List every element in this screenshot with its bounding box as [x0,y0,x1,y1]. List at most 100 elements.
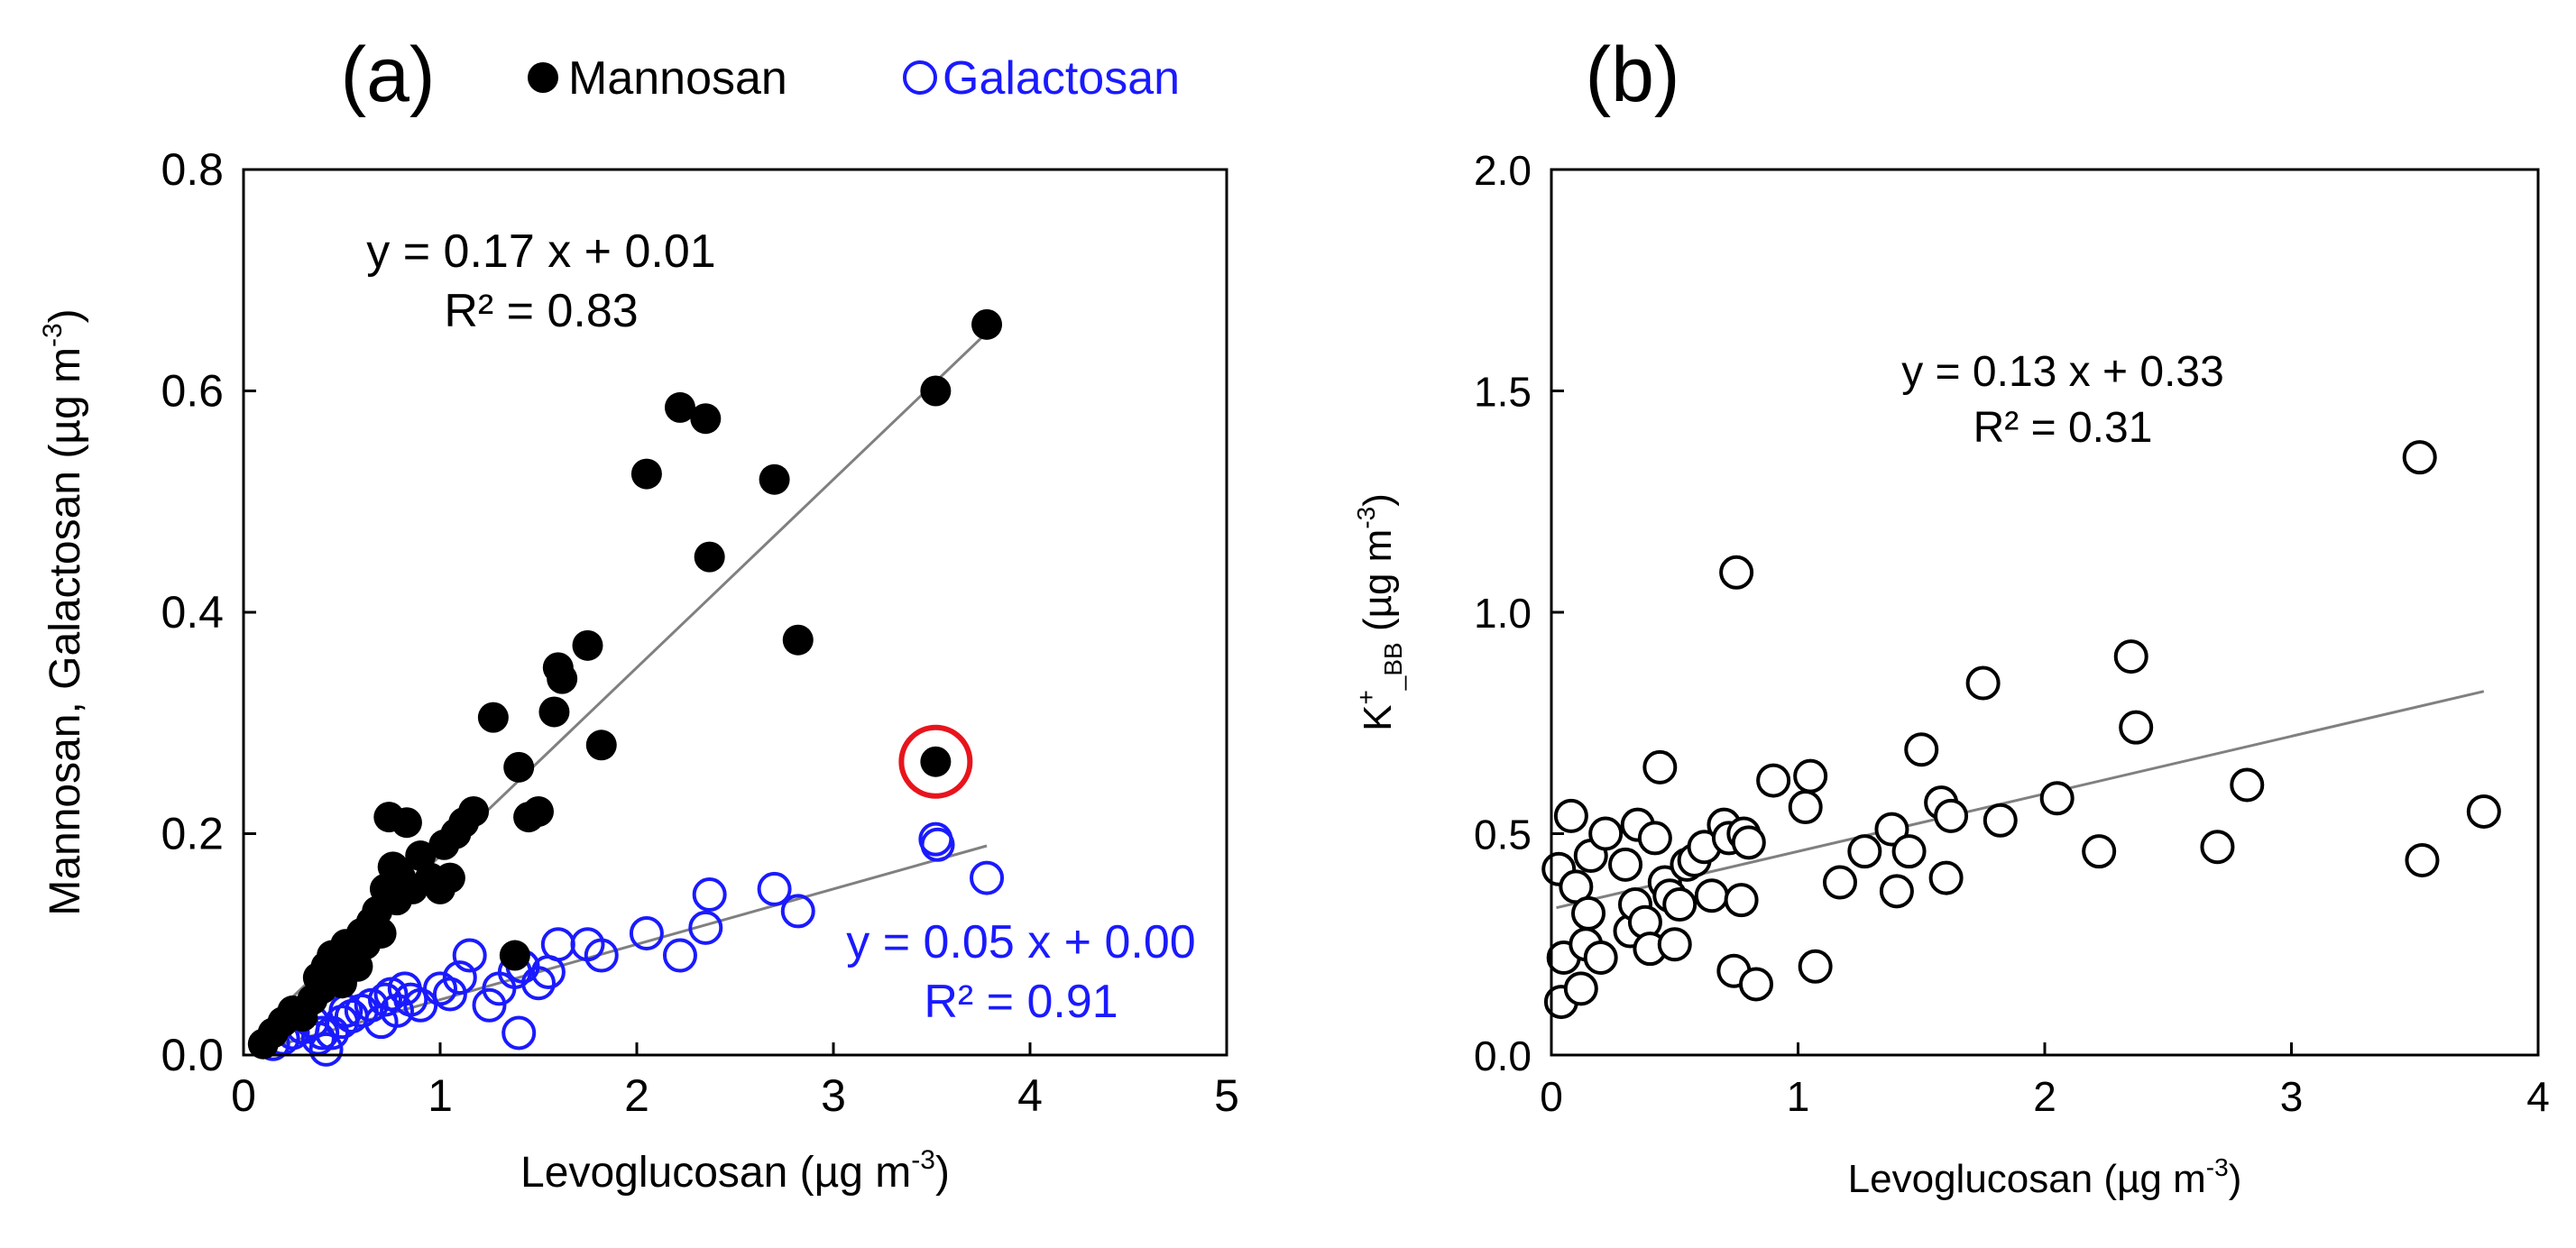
data-point-k-bb [1731,825,1766,860]
legend-galactosan-label: Galactosan [943,52,1180,105]
data-point-mannosan [971,308,1003,340]
mannosan-equation: y = 0.17 x + 0.01 [366,225,715,278]
data-point-mannosan [920,746,952,777]
data-point-k-bb [1788,790,1823,825]
data-point-galactosan [367,982,402,1017]
panel-b-ylabel-end: (µg m [1356,529,1400,643]
data-point-k-bb [1694,878,1729,913]
x-tick-label: 3 [2280,1073,2304,1120]
y-tick-label: 0.0 [161,1030,224,1080]
kbb-r2: R² = 0.31 [1973,404,2153,452]
data-point-galactosan [308,1032,344,1067]
data-point-k-bb [1904,732,1939,767]
panel-a: (a) Mannosan Galactosan 0 1 2 3 4 5 0.0 0.2 0.4… [38,32,1239,1197]
data-point-galactosan [442,960,477,996]
data-point-k-bb [1847,834,1882,869]
data-point-galactosan [501,1015,537,1051]
data-point-k-bb [1662,887,1697,922]
data-point-k-bb [1657,927,1692,962]
y-tick-label: 0.4 [161,587,224,638]
highlight-circle [898,724,973,799]
data-point-k-bb [2466,794,2501,829]
x-tick-label: 0 [231,1070,256,1121]
data-point-mannosan [434,862,465,894]
data-point-mannosan [365,917,397,949]
data-point-galactosan [403,987,438,1023]
data-point-mannosan [585,730,617,761]
data-point-k-bb [1793,758,1828,794]
data-point-k-bb [1588,816,1624,851]
data-point-mannosan [630,458,662,490]
panel-a-xlabel-main: Levoglucosan (µg m [520,1149,911,1197]
data-point-k-bb [1739,967,1774,1002]
data-point-k-bb [1571,895,1606,931]
y-tick-label: 0.0 [1474,1032,1532,1079]
panel-a-ylabel-main: Mannosan, Galactosan (µg m [41,347,89,916]
data-point-mannosan [391,807,422,839]
panel-b: (b) 0 1 2 3 4 0.0 0.5 1.0 1.5 2.0 y = 0.13 x + 0… [1352,32,2550,1201]
data-point-k-bb [1563,971,1598,1006]
data-point-k-bb [1642,749,1678,785]
data-point-mannosan [547,663,578,694]
x-tick-label: 4 [2526,1073,2550,1120]
x-tick-label: 3 [821,1070,846,1121]
data-point-galactosan [662,938,697,973]
data-point-k-bb [2402,440,2437,475]
data-point-k-bb [1553,798,1588,833]
data-point-galactosan [540,927,575,962]
data-point-galactosan [780,894,815,929]
x-tick-label: 1 [1787,1073,1810,1120]
panel-b-y-axis-label: K+_BB (µg m-3) [1352,493,1407,731]
panel-b-xlabel-main: Levoglucosan (µg m [1848,1157,2206,1201]
data-point-k-bb [1798,949,1833,984]
data-point-k-bb [2230,767,2265,803]
x-tick-label: 5 [1214,1070,1239,1121]
panel-a-xlabel-sup: -3 [911,1145,935,1175]
data-point-k-bb [2082,834,2117,869]
y-tick-label: 0.6 [161,366,224,417]
data-point-galactosan [472,987,507,1023]
kbb-equation: y = 0.13 x + 0.33 [1901,348,2224,396]
legend-mannosan-marker [528,62,558,93]
y-tick-label: 1.5 [1474,369,1532,416]
panel-b-ylabel-sup: + [1352,690,1380,704]
panel-b-ylabel-sup2: -3 [1352,507,1380,529]
data-point-mannosan [538,696,570,728]
data-point-galactosan [692,877,727,913]
data-point-k-bb [1874,812,1909,847]
x-tick-label: 2 [2033,1073,2056,1120]
data-point-mannosan [782,624,814,656]
data-point-mannosan [572,629,603,661]
x-tick-label: 4 [1017,1070,1043,1121]
panel-b-xlabel-sup: -3 [2206,1153,2229,1181]
data-point-galactosan [688,910,723,945]
data-point-k-bb [2039,781,2075,816]
x-tick-label: 1 [428,1070,453,1121]
data-point-k-bb [1637,821,1672,856]
data-point-k-bb [1822,865,1857,900]
y-tick-label: 1.0 [1474,590,1532,637]
data-point-galactosan [584,938,619,973]
panel-b-y-ticks: 0.0 0.5 1.0 1.5 2.0 [1474,147,1564,1079]
panel-a-x-axis-label: Levoglucosan (µg m-3) [520,1145,950,1197]
panel-a-ylabel-end: ) [41,308,89,323]
galactosan-equation: y = 0.05 x + 0.00 [846,916,1195,968]
y-tick-label: 0.8 [161,144,224,195]
data-point-k-bb [2200,830,2235,865]
data-point-galactosan [970,860,1005,895]
panel-b-ylabel-end2: ) [1356,493,1400,507]
panel-b-ylabel-main: K [1356,705,1400,731]
data-point-mannosan [690,403,722,435]
fit-line-k-bb [1556,690,2485,910]
panel-a-x-ticks: 0 1 2 3 4 5 [231,1042,1239,1121]
legend-mannosan-label: Mannosan [568,52,787,105]
data-point-k-bb [1934,798,1969,833]
data-point-k-bb [1965,665,2001,701]
panel-a-label: (a) [340,32,435,118]
data-point-galactosan [757,871,792,906]
data-point-k-bb [1928,860,1964,895]
data-point-k-bb [2113,639,2148,674]
data-point-galactosan [452,938,487,973]
data-point-galactosan [305,1015,340,1051]
